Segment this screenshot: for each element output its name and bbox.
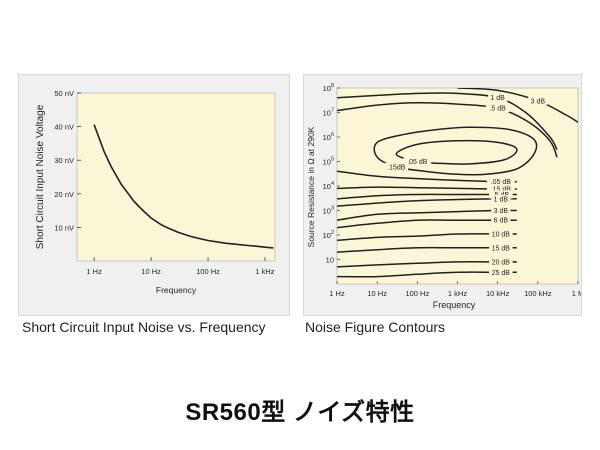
noise-curve (93, 124, 274, 249)
plot-area (76, 92, 276, 262)
y-tick-label: 10 nV (54, 223, 74, 232)
contour-label: 20 dB (492, 259, 511, 266)
contour-label-bg (384, 162, 409, 171)
contour-label-bg (491, 194, 511, 203)
contour-label-bg (489, 229, 513, 238)
x-tick-label: 1 M (572, 289, 581, 298)
contour-label: .5 dB (489, 106, 506, 113)
contour-label: 6 dB (494, 218, 509, 225)
y-tick-label: 30 nV (54, 156, 74, 165)
x-tick-label: 100 kHz (524, 289, 552, 298)
x-tick-label: 1 kHz (448, 289, 467, 298)
x-tick-label: 10 Hz (141, 267, 161, 276)
contour-label-bg (491, 216, 511, 225)
x-tick-label: 100 Hz (196, 267, 220, 276)
left-chart-caption: Short Circuit Input Noise vs. Frequency (22, 319, 266, 335)
right-chart-caption: Noise Figure Contours (305, 319, 446, 335)
contour-label-bg (489, 257, 513, 266)
x-tick-label: 10 kHz (486, 289, 510, 298)
x-tick-label: 100 Hz (405, 289, 429, 298)
contour-label-bg (491, 206, 511, 215)
x-tick-label: 10 Hz (367, 289, 387, 298)
contour-label: 25 dB (492, 270, 511, 277)
y-axis-label: Short Circuit Input Noise Voltage (35, 104, 46, 249)
noise-figure-contour-chart: Source Resistance in Ω at 290K Frequency… (306, 83, 584, 310)
y-axis-label: Source Resistance in Ω at 290K (306, 126, 316, 247)
y-tick-label: 103 (323, 206, 334, 216)
contour-label-bg (489, 268, 513, 277)
y-tick-label: 102 (323, 230, 334, 240)
contour-label: .15dB (387, 164, 406, 171)
contour-line (337, 92, 558, 151)
x-tick-label: 1 Hz (329, 289, 345, 298)
y-tick-label: 50 nV (54, 89, 74, 98)
page-title: SR560型 ノイズ特性 (185, 399, 415, 426)
contour-label-bg (488, 93, 508, 102)
contour-label-bg (403, 157, 432, 166)
x-tick-label: 1 Hz (86, 267, 102, 276)
contour-line (373, 126, 538, 176)
contour-label: 1 dB (494, 196, 509, 203)
y-tick-label: 20 nV (54, 190, 74, 199)
plot-area (336, 87, 579, 285)
y-tick-label: 105 (323, 157, 334, 167)
contour-label-bg (489, 243, 513, 252)
x-tick-label: 1 kHz (255, 267, 274, 276)
y-tick-label: 107 (323, 108, 334, 118)
left-chart-panel: Short Circuit Input Noise Voltage Freque… (18, 74, 290, 316)
right-chart-panel: Source Resistance in Ω at 290K Frequency… (303, 74, 584, 316)
x-axis-label: Frequency (433, 300, 476, 310)
contour-label: 3 dB (494, 208, 509, 215)
contour-label-bg (485, 104, 510, 113)
contour-label-bg (486, 177, 515, 186)
contour-label: .05 dB (491, 179, 512, 186)
contour-label-bg (486, 185, 515, 194)
x-axis-label: Frequency (156, 285, 197, 295)
y-tick-label: 40 nV (54, 123, 74, 132)
contour-label-bg (528, 96, 548, 105)
y-tick-label: 10 (326, 256, 334, 265)
contour-line (395, 139, 518, 165)
contour-label: 1 dB (490, 95, 505, 102)
noise-vs-frequency-chart: Short Circuit Input Noise Voltage Freque… (35, 89, 276, 295)
contour-label-bg (489, 190, 513, 199)
contour-label: .05 dB (407, 159, 428, 166)
contour-label: 3 dB (531, 98, 546, 105)
contour-label: .15 dB (491, 187, 512, 194)
y-tick-label: 104 (323, 181, 334, 191)
contour-label: 10 dB (492, 231, 511, 238)
y-tick-label: 106 (323, 132, 334, 142)
contour-lines: 1 dB.5 dB3 dB.05 dB.15 dB.5 dB1 dB3 dB6 … (337, 88, 578, 278)
y-tick-label: 108 (323, 83, 334, 93)
contour-label: 15 dB (492, 245, 511, 252)
contour-line (337, 102, 558, 158)
